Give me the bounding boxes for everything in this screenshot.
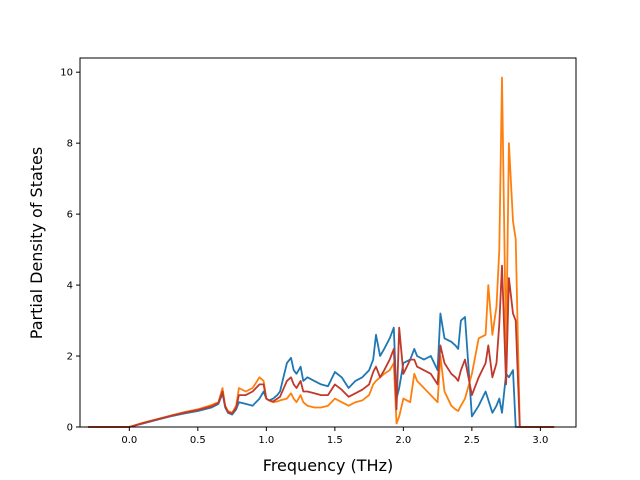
x-tick-label: 1.5 (327, 435, 343, 446)
y-tick-label: 6 (67, 210, 73, 221)
y-tick-label: 2 (67, 352, 73, 363)
y-tick-label: 4 (67, 281, 73, 292)
series-line-3 (88, 264, 555, 428)
x-tick-label: 1.0 (258, 435, 274, 446)
y-axis-label: Partial Density of States (27, 147, 46, 339)
series-lines (88, 76, 555, 428)
x-tick-label: 2.0 (395, 435, 411, 446)
plot-frame (79, 57, 577, 428)
x-tick-label: 0.0 (121, 435, 137, 446)
x-tick-label: 0.5 (190, 435, 206, 446)
y-tick-label: 8 (67, 139, 73, 150)
x-axis-ticks: 0.0 0.5 1.0 1.5 2.0 2.5 3.0 (121, 427, 548, 446)
y-tick-label: 0 (67, 423, 73, 434)
y-axis-ticks: 0 2 4 6 8 10 (60, 68, 80, 434)
x-axis-label: Frequency (THz) (263, 456, 393, 475)
x-tick-label: 2.5 (464, 435, 480, 446)
y-tick-label: 10 (60, 68, 73, 79)
x-tick-label: 3.0 (532, 435, 548, 446)
